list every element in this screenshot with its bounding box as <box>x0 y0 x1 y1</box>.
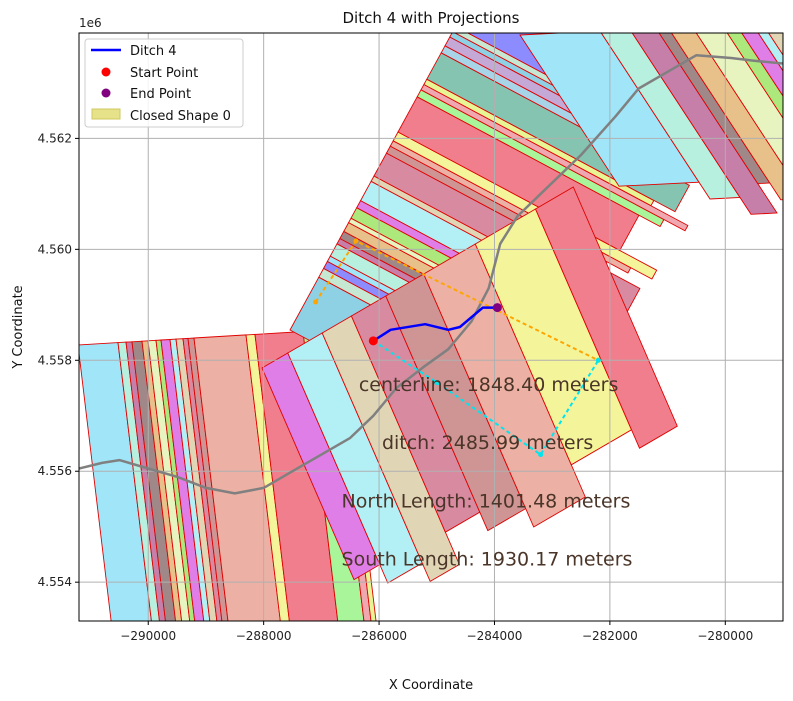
chart-title: Ditch 4 with Projections <box>342 9 519 27</box>
field-strip-west <box>147 339 191 621</box>
field-strip-west <box>182 337 223 621</box>
field-strip-south <box>423 243 586 528</box>
y-tick-label: 4.562 <box>38 131 72 145</box>
y-tick-label: 4.560 <box>38 242 72 256</box>
plot-lines <box>79 53 783 495</box>
field-strip-south <box>321 315 460 583</box>
annotation-text: North Length: 1401.48 meters <box>342 490 631 512</box>
annotation-text: South Length: 1930.17 meters <box>342 549 633 571</box>
legend-frame <box>84 38 244 128</box>
field-strip-east <box>757 33 783 72</box>
south-projection-point <box>434 379 440 385</box>
y-axis-ticks: 4.554 4.556 4.558 4.560 4.562 <box>38 131 79 589</box>
y-tick-label: 4.556 <box>38 464 72 478</box>
legend-end-swatch <box>101 88 111 98</box>
x-axis-label: X Coordinate <box>389 678 473 693</box>
ditch-series <box>372 306 498 342</box>
field-strip-west <box>193 334 281 621</box>
y-offset-label: 1e6 <box>79 16 102 30</box>
north-projection-point <box>313 299 319 305</box>
south-projection-point <box>538 452 544 458</box>
x-axis-ticks: −290000 −288000 −286000 −284000 −282000 −2800… <box>120 621 753 643</box>
gridlines <box>79 33 783 621</box>
legend: Ditch 4 Start Point End Point Closed Sha… <box>84 38 244 128</box>
centerline-series <box>79 53 783 495</box>
x-tick-label: −290000 <box>120 629 176 643</box>
field-strip-west <box>125 341 166 621</box>
y-axis-label: Y Coordinate <box>11 285 26 369</box>
annotation-text: ditch: 2485.99 meters <box>382 432 593 454</box>
x-tick-label: −286000 <box>351 629 407 643</box>
start-point-marker <box>368 336 378 346</box>
field-strip-east <box>768 33 783 56</box>
field-strip-west <box>169 338 211 621</box>
field-strip-west <box>254 331 339 621</box>
field-strip-east <box>726 33 783 119</box>
field-strip-east <box>741 33 783 97</box>
y-tick-label: 4.554 <box>38 575 72 589</box>
x-tick-label: −280000 <box>697 629 753 643</box>
legend-end-label: End Point <box>130 87 191 102</box>
field-strip-west <box>160 339 205 621</box>
end-point-marker <box>492 303 502 313</box>
field-strip-west <box>245 333 290 621</box>
field-strip-west <box>155 339 196 621</box>
south-projection-point <box>595 357 601 363</box>
legend-start-swatch <box>101 67 111 77</box>
field-strip-west <box>79 342 152 621</box>
south-projection-series <box>372 340 600 457</box>
y-tick-label: 4.558 <box>38 353 72 367</box>
legend-shape-swatch <box>91 108 121 120</box>
field-strip-west <box>117 341 160 621</box>
x-tick-label: −284000 <box>467 629 523 643</box>
field-polygons <box>79 33 783 621</box>
annotations: centerline: 1848.40 meters ditch: 2485.99… <box>342 374 633 571</box>
annotation-text: centerline: 1848.40 meters <box>359 374 619 396</box>
field-strip-south <box>534 186 678 449</box>
field-strip-west <box>187 337 229 621</box>
field-strip-east <box>631 33 778 215</box>
field-strip-west <box>175 338 218 621</box>
legend-start-label: Start Point <box>130 66 198 81</box>
field-strip-east <box>670 33 783 201</box>
legend-ditch-label: Ditch 4 <box>130 44 177 59</box>
field-strip-east <box>695 33 783 167</box>
field-strip-central <box>420 83 689 232</box>
axes-frame <box>78 32 784 622</box>
legend-shape-label: Closed Shape 0 <box>130 109 231 124</box>
field-strip-west <box>131 340 176 621</box>
x-tick-label: −282000 <box>582 629 638 643</box>
field-strip-west <box>141 340 183 621</box>
x-tick-label: −288000 <box>236 629 292 643</box>
north-projection-point <box>353 238 359 244</box>
